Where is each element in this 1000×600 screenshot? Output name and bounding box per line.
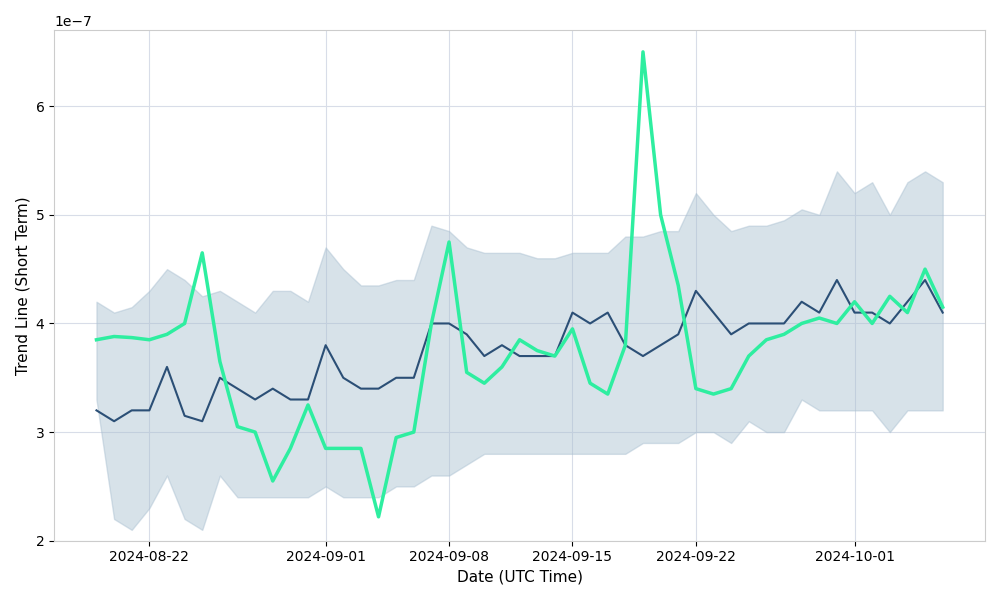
Y-axis label: Trend Line (Short Term): Trend Line (Short Term) (15, 196, 30, 375)
X-axis label: Date (UTC Time): Date (UTC Time) (457, 570, 583, 585)
